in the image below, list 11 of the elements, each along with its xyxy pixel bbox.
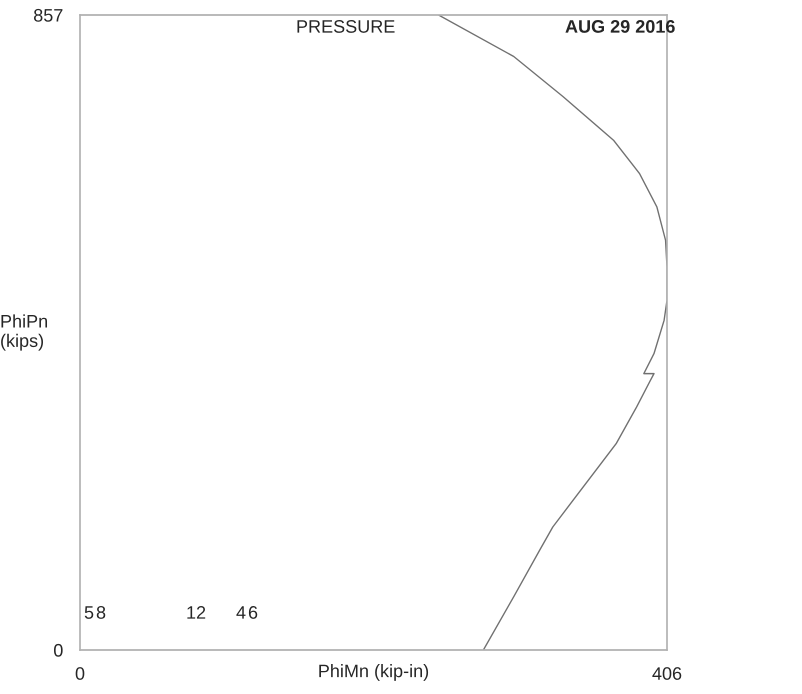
annotation: 5 — [84, 606, 94, 619]
x-axis-title: PhiMn (kip-in) — [319, 664, 428, 681]
annotation: 8 — [96, 606, 106, 619]
annotation: 6 — [248, 606, 258, 619]
x-tick-label: 406 — [652, 667, 682, 680]
annotation: 12 — [187, 606, 206, 619]
y-axis-title: PhiPn (kips) — [1, 314, 48, 351]
annotation: AUG 29 2016 — [565, 20, 675, 33]
annotation: 4 — [236, 606, 246, 619]
annotation: PRESSURE — [297, 20, 395, 33]
y-tick-label: 857 — [34, 8, 62, 22]
